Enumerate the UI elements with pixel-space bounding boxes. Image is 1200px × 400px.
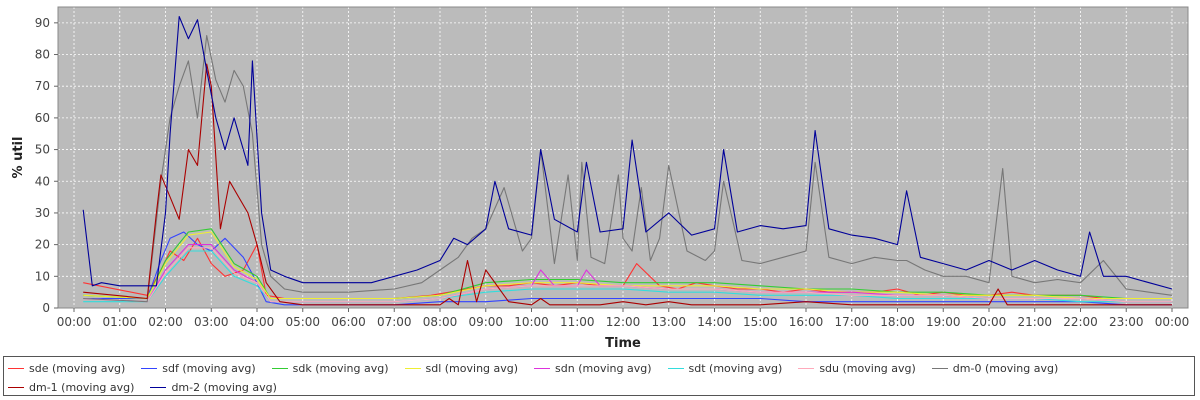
y-tick-label: 70 (35, 79, 50, 93)
legend-item-sdn: sdn (moving avg) (534, 359, 652, 378)
legend-swatch (667, 368, 684, 369)
legend-item-sdk: sdk (moving avg) (271, 359, 389, 378)
legend-item-sdf: sdf (moving avg) (141, 359, 256, 378)
legend-swatch (534, 368, 551, 369)
y-tick-label: 0 (42, 301, 50, 315)
y-tick-label: 60 (35, 111, 50, 125)
plot-background (58, 7, 1188, 308)
line-chart: 0 10 20 30 40 50 60 70 80 90 00:00 01:00 02:00 03:00… (11, 6, 1190, 351)
series-line-sdk (83, 228, 1172, 300)
series-line-sdl (83, 231, 1172, 300)
series-line-dm-2 (82, 15, 1173, 290)
legend-swatch (8, 368, 24, 369)
legend-label: dm-0 (moving avg) (952, 362, 1059, 375)
x-tick-label: 19:00 (926, 315, 961, 329)
legend-label: dm-1 (moving avg) (29, 381, 135, 394)
x-tick-label: 10:00 (514, 315, 549, 329)
x-tick-label: 02:00 (148, 315, 183, 329)
y-tick-label: 90 (35, 16, 50, 30)
x-tick-label: 09:00 (468, 315, 503, 329)
y-axis-ticks: 0 10 20 30 40 50 60 70 80 90 (35, 16, 58, 315)
x-tick-label: 01:00 (102, 315, 137, 329)
x-tick-label: 04:00 (240, 315, 275, 329)
y-tick-label: 80 (35, 48, 50, 62)
x-axis-title: Time (605, 336, 641, 351)
legend-swatch (150, 387, 167, 388)
legend-label: sdl (moving avg) (425, 362, 519, 375)
x-tick-label: 14:00 (697, 315, 732, 329)
x-tick-label: 03:00 (194, 315, 229, 329)
legend-swatch (931, 368, 948, 369)
legend-label: sde (moving avg) (29, 362, 126, 375)
legend-swatch (404, 368, 421, 369)
legend-label: dm-2 (moving avg) (171, 381, 277, 394)
x-tick-label: 11:00 (560, 315, 595, 329)
x-tick-label: 12:00 (606, 315, 641, 329)
series-line-sdu (83, 247, 1172, 303)
legend-item-sde: sde (moving avg) (8, 359, 125, 378)
legend-item-sdt: sdt (moving avg) (667, 359, 783, 378)
y-tick-label: 20 (35, 238, 50, 252)
legend-swatch (271, 368, 288, 369)
x-tick-label: 22:00 (1063, 315, 1098, 329)
y-tick-label: 10 (35, 269, 50, 283)
legend-item-sdl: sdl (moving avg) (404, 359, 519, 378)
x-tick-label: 23:00 (1109, 315, 1144, 329)
y-tick-label: 50 (35, 143, 50, 157)
legend-item-dm-1: dm-1 (moving avg) (8, 378, 134, 397)
grid-lines (58, 7, 1188, 309)
legend-label: sdk (moving avg) (292, 362, 389, 375)
series-line-sdt (83, 250, 1172, 303)
legend-label: sdu (moving avg) (819, 362, 916, 375)
x-tick-label: 18:00 (880, 315, 915, 329)
x-tick-label: 00:00 (57, 315, 92, 329)
y-axis-title: % util (11, 137, 26, 179)
legend-item-sdu: sdu (moving avg) (798, 359, 916, 378)
x-tick-label: 13:00 (651, 315, 686, 329)
legend-swatch (798, 368, 815, 369)
x-tick-label: 00:00 (1155, 315, 1190, 329)
legend-label: sdt (moving avg) (688, 362, 783, 375)
y-tick-label: 40 (35, 174, 50, 188)
x-tick-label: 08:00 (423, 315, 458, 329)
x-tick-label: 21:00 (1017, 315, 1052, 329)
x-tick-label: 15:00 (743, 315, 778, 329)
legend-swatch (141, 368, 158, 369)
series-line-dm-0 (83, 34, 1173, 303)
series-line-dm-1 (83, 63, 1172, 306)
series-lines (82, 15, 1173, 306)
legend-swatch (8, 387, 24, 388)
x-tick-label: 16:00 (789, 315, 824, 329)
legend-label: sdn (moving avg) (555, 362, 652, 375)
y-tick-label: 30 (35, 206, 50, 220)
legend-item-dm-0: dm-0 (moving avg) (931, 359, 1059, 378)
x-tick-label: 05:00 (285, 315, 320, 329)
x-tick-label: 20:00 (972, 315, 1007, 329)
legend-item-dm-2: dm-2 (moving avg) (150, 378, 277, 397)
x-tick-label: 06:00 (331, 315, 366, 329)
x-axis-ticks: 00:00 01:00 02:00 03:00 04:00 05:00 06:00 07:00… (57, 308, 1190, 329)
x-tick-label: 17:00 (834, 315, 869, 329)
series-line-sdf (83, 231, 1172, 306)
x-tick-label: 07:00 (377, 315, 412, 329)
legend-label: sdf (moving avg) (162, 362, 256, 375)
chart-legend: sde (moving avg) sdf (moving avg) sdk (mov… (3, 356, 1195, 396)
